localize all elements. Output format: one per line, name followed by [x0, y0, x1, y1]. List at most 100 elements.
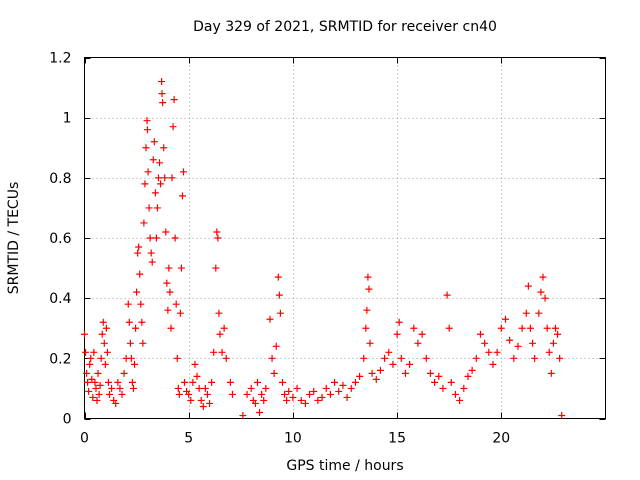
data-point [226, 378, 234, 386]
data-point [208, 378, 216, 386]
data-point [385, 348, 393, 356]
data-point [158, 78, 166, 86]
data-point [135, 243, 143, 251]
data-point [451, 390, 459, 398]
data-point [90, 348, 98, 356]
x-tick-label: 5 [184, 431, 193, 447]
data-point [210, 348, 218, 356]
data-point [485, 348, 493, 356]
data-point [195, 384, 203, 392]
data-point [99, 318, 107, 326]
y-tick-label: 0 [63, 412, 72, 428]
data-point [283, 396, 291, 404]
data-point [410, 324, 418, 332]
data-point [127, 354, 135, 362]
data-point [157, 180, 165, 188]
data-point [266, 315, 274, 323]
data-point [443, 291, 451, 299]
data-point [531, 354, 539, 362]
data-point [175, 390, 183, 398]
data-point [289, 393, 297, 401]
data-point [189, 378, 197, 386]
y-tick-label: 0.4 [49, 291, 71, 307]
data-point [165, 264, 173, 272]
data-point [554, 330, 562, 338]
data-point [464, 372, 472, 380]
data-point [136, 270, 144, 278]
data-point [306, 390, 314, 398]
data-point [197, 396, 205, 404]
data-point [169, 123, 177, 131]
data-point [153, 204, 161, 212]
data-point [93, 396, 101, 404]
data-point [132, 324, 140, 332]
data-point [116, 384, 124, 392]
data-point [81, 330, 88, 338]
data-point [372, 375, 380, 383]
y-tick-label: 1.2 [49, 51, 71, 67]
data-point [541, 294, 549, 302]
data-point [172, 300, 180, 308]
data-point [501, 315, 509, 323]
data-point [258, 390, 266, 398]
data-point [493, 348, 501, 356]
data-point [170, 96, 178, 104]
data-point [481, 339, 489, 347]
data-point [301, 399, 309, 407]
data-point [276, 309, 284, 317]
data-point [460, 384, 468, 392]
data-point [91, 378, 99, 386]
data-point [163, 279, 171, 287]
data-point [164, 306, 172, 314]
data-point [199, 402, 207, 410]
data-point [191, 360, 199, 368]
data-point [439, 384, 447, 392]
data-point [212, 264, 220, 272]
data-point [193, 372, 201, 380]
data-point [87, 354, 95, 362]
data-point [549, 339, 557, 347]
data-point [181, 378, 189, 386]
data-point [154, 174, 162, 182]
data-point [216, 330, 224, 338]
data-point [351, 378, 359, 386]
data-point [431, 378, 439, 386]
data-point [89, 393, 97, 401]
data-point [366, 339, 374, 347]
data-point [218, 348, 226, 356]
data-point [381, 354, 389, 362]
data-point [146, 234, 154, 242]
data-point [118, 390, 126, 398]
data-point [168, 174, 176, 182]
data-point [331, 378, 339, 386]
data-point [214, 234, 222, 242]
data-point [506, 336, 514, 344]
data-point [397, 354, 405, 362]
data-point [166, 288, 174, 296]
data-point [176, 309, 184, 317]
data-point [268, 354, 276, 362]
data-point [139, 339, 147, 347]
data-point [356, 372, 364, 380]
data-point [85, 387, 93, 395]
data-point [518, 324, 526, 332]
data-point [201, 384, 209, 392]
data-points [81, 78, 566, 419]
y-tick-label: 0.8 [49, 171, 71, 187]
data-point [145, 204, 153, 212]
x-axis-label: GPS time / hours [286, 458, 403, 474]
data-point [102, 324, 110, 332]
data-point [514, 342, 522, 350]
data-point [343, 393, 351, 401]
data-point [156, 159, 164, 167]
data-point [422, 354, 430, 362]
data-point [128, 378, 136, 386]
data-point [278, 378, 286, 386]
data-point [526, 324, 534, 332]
data-point [275, 291, 283, 299]
data-point [142, 144, 150, 152]
data-point [239, 411, 247, 419]
data-point [103, 348, 111, 356]
data-point [395, 318, 403, 326]
